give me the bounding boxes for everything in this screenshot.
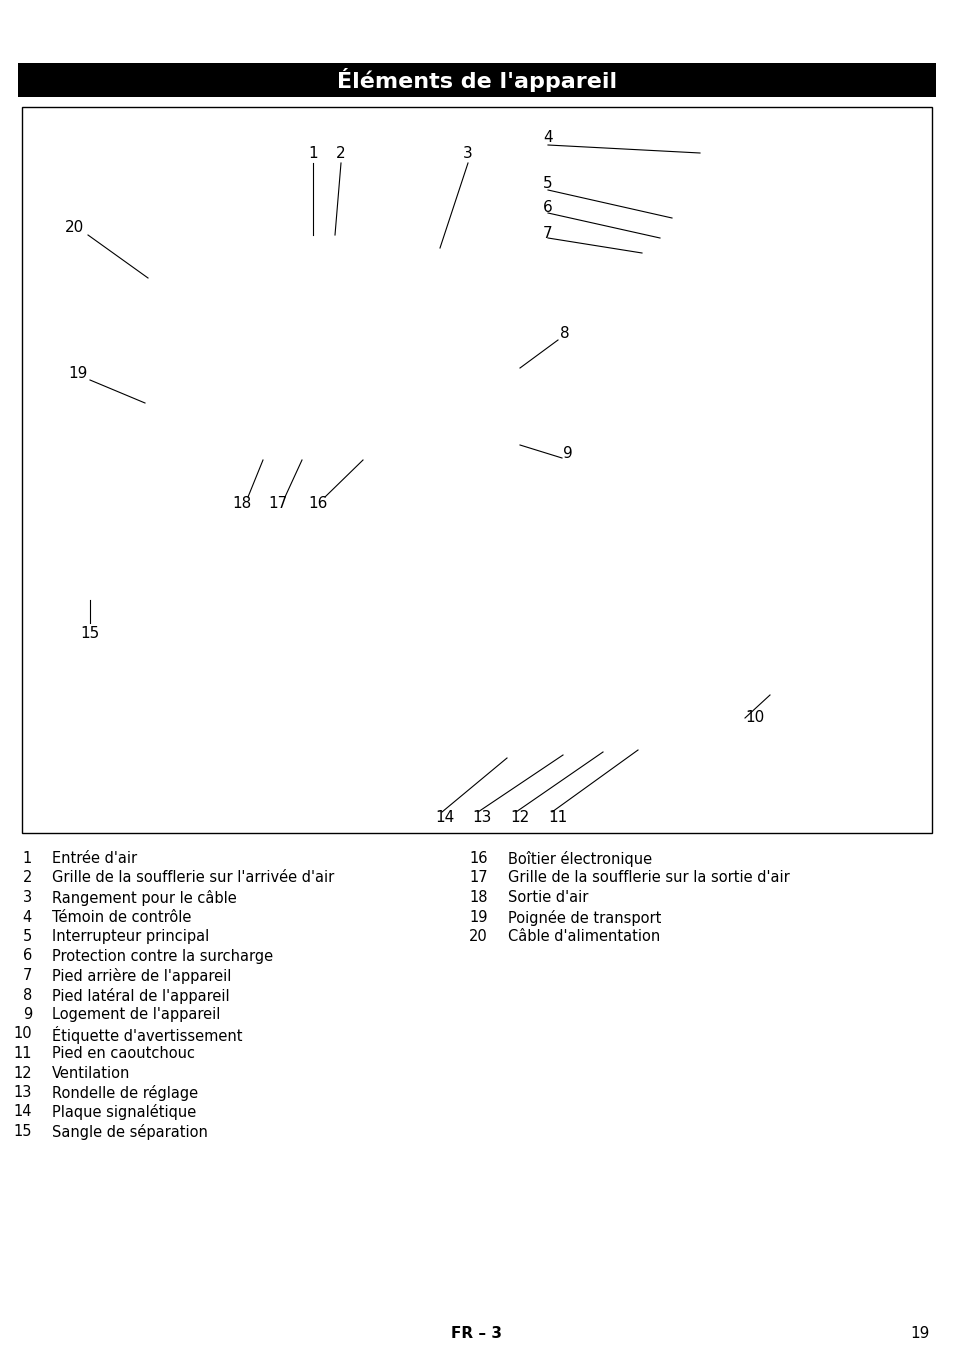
Text: 17: 17	[268, 496, 287, 510]
Text: 15: 15	[13, 1124, 32, 1139]
Text: Rondelle de réglage: Rondelle de réglage	[52, 1085, 198, 1101]
Text: Éléments de l'appareil: Éléments de l'appareil	[336, 68, 617, 92]
Text: 18: 18	[233, 496, 252, 510]
Text: FR – 3: FR – 3	[451, 1326, 502, 1340]
Text: 19: 19	[910, 1326, 929, 1340]
Text: 7: 7	[542, 226, 552, 241]
Text: Sangle de séparation: Sangle de séparation	[52, 1124, 208, 1140]
Text: Pied arrière de l'appareil: Pied arrière de l'appareil	[52, 968, 232, 984]
Text: 13: 13	[13, 1085, 32, 1099]
Text: 12: 12	[510, 811, 529, 826]
Text: 5: 5	[542, 176, 552, 191]
Text: Pied en caoutchouc: Pied en caoutchouc	[52, 1047, 194, 1062]
Text: 1: 1	[23, 852, 32, 867]
Text: 10: 10	[744, 711, 763, 726]
Text: 8: 8	[559, 325, 569, 340]
Text: 10: 10	[13, 1026, 32, 1041]
Bar	[18, 64, 935, 97]
Text: 6: 6	[23, 949, 32, 964]
Text: 17: 17	[469, 871, 488, 886]
Text: 14: 14	[435, 811, 455, 826]
Text: 2: 2	[335, 145, 345, 161]
Text: 19: 19	[469, 910, 488, 925]
Text: 4: 4	[542, 130, 552, 145]
Text: 14: 14	[13, 1105, 32, 1120]
Text: Entrée d'air: Entrée d'air	[52, 852, 137, 867]
Text: 16: 16	[308, 496, 327, 510]
Text: 13: 13	[472, 811, 491, 826]
Text: Témoin de contrôle: Témoin de contrôle	[52, 910, 192, 925]
Text: 8: 8	[23, 987, 32, 1002]
Text: 20: 20	[66, 221, 85, 236]
Text: Plaque signalétique: Plaque signalétique	[52, 1105, 196, 1121]
Text: Protection contre la surcharge: Protection contre la surcharge	[52, 949, 273, 964]
Text: Poignée de transport: Poignée de transport	[507, 910, 660, 926]
Text: Grille de la soufflerie sur l'arrivée d'air: Grille de la soufflerie sur l'arrivée d'…	[52, 871, 334, 886]
Bar	[22, 107, 931, 833]
Text: 20: 20	[469, 929, 488, 944]
Text: 3: 3	[23, 890, 32, 904]
Text: 11: 11	[548, 811, 567, 826]
Text: Interrupteur principal: Interrupteur principal	[52, 929, 209, 944]
Text: 9: 9	[23, 1007, 32, 1022]
Text: Câble d'alimentation: Câble d'alimentation	[507, 929, 659, 944]
Text: 3: 3	[462, 145, 473, 161]
Text: 16: 16	[469, 852, 488, 867]
Text: Rangement pour le câble: Rangement pour le câble	[52, 890, 236, 906]
Text: Ventilation: Ventilation	[52, 1066, 131, 1080]
Text: 18: 18	[469, 890, 488, 904]
Text: Pied latéral de l'appareil: Pied latéral de l'appareil	[52, 987, 230, 1003]
Text: Sortie d'air: Sortie d'air	[507, 890, 588, 904]
Text: 4: 4	[23, 910, 32, 925]
Text: 2: 2	[23, 871, 32, 886]
Text: 11: 11	[13, 1047, 32, 1062]
Text: 5: 5	[23, 929, 32, 944]
Text: 19: 19	[69, 366, 88, 380]
Text: 7: 7	[23, 968, 32, 983]
Text: 15: 15	[80, 626, 99, 640]
Text: 6: 6	[542, 200, 553, 215]
Text: 9: 9	[562, 445, 572, 460]
Text: Logement de l'appareil: Logement de l'appareil	[52, 1007, 220, 1022]
Text: 12: 12	[13, 1066, 32, 1080]
Text: 1: 1	[308, 145, 317, 161]
Text: Grille de la soufflerie sur la sortie d'air: Grille de la soufflerie sur la sortie d'…	[507, 871, 789, 886]
Text: Étiquette d'avertissement: Étiquette d'avertissement	[52, 1026, 242, 1044]
Text: Boîtier électronique: Boîtier électronique	[507, 852, 652, 867]
